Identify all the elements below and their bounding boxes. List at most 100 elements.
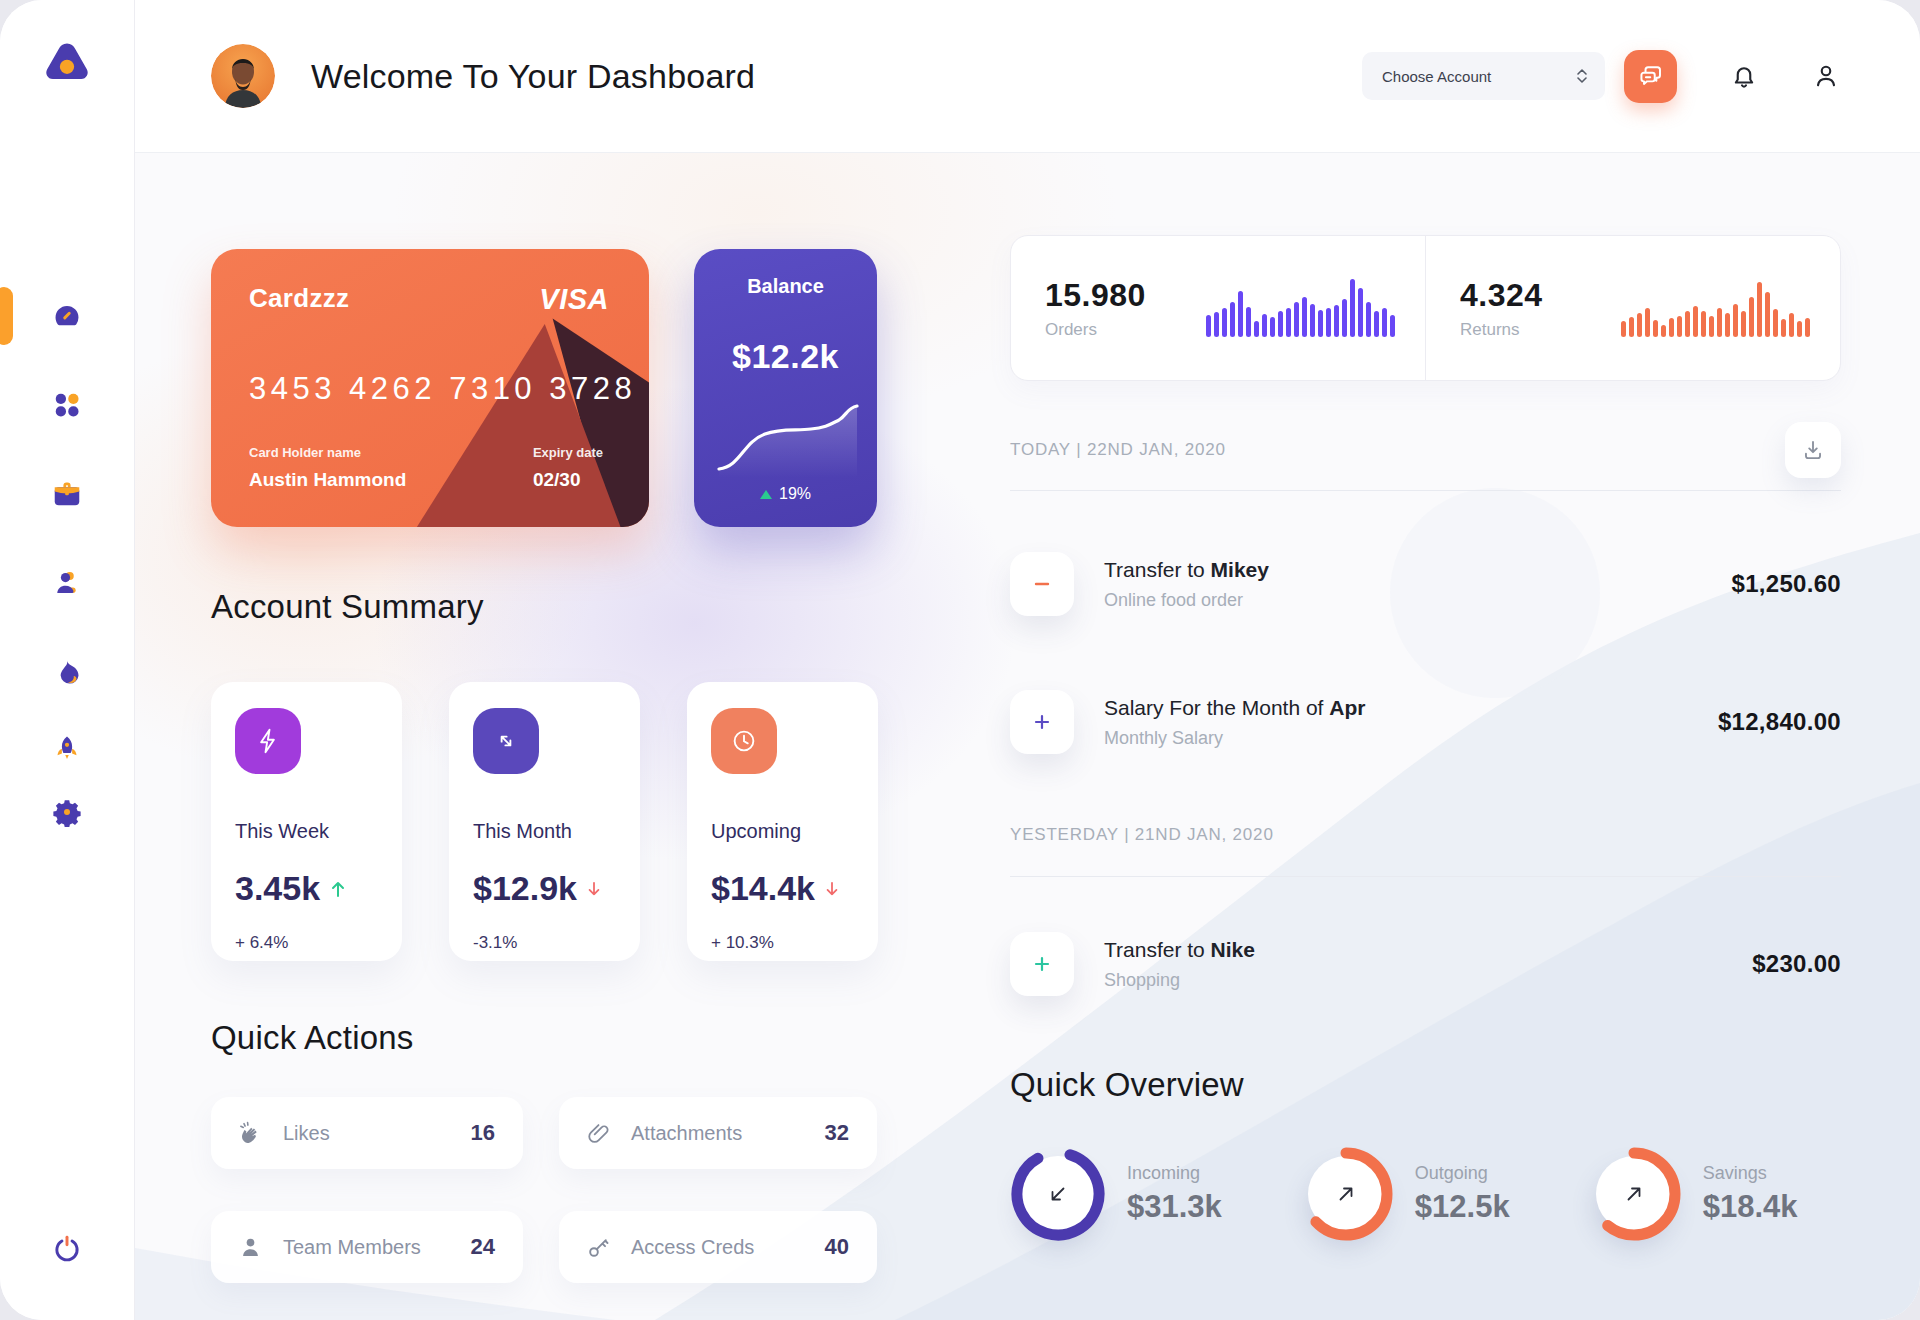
clap-icon <box>237 1120 264 1147</box>
transactions-header-today: TODAY | 22ND JAN, 2020 <box>1010 422 1841 478</box>
transaction-title: Salary For the Month of Apr <box>1104 696 1365 720</box>
card-expiry-label: Expiry date <box>533 445 603 460</box>
card-holder-name: Austin Hammond <box>249 469 406 491</box>
sidebar-item-apps[interactable] <box>50 388 84 422</box>
stat-label: This Week <box>235 820 378 843</box>
app-logo[interactable] <box>38 40 96 94</box>
quick-action-count: 32 <box>825 1120 849 1146</box>
transaction-sign-plus <box>1010 690 1074 754</box>
ring-label: Outgoing <box>1415 1163 1510 1184</box>
stat-card-this-week[interactable]: This Week 3.45k + 6.4% <box>211 682 402 961</box>
ring-label: Savings <box>1703 1163 1798 1184</box>
divider <box>1010 876 1841 877</box>
quick-action-team-members[interactable]: Team Members 24 <box>211 1211 523 1283</box>
returns-value: 4.324 <box>1460 277 1543 314</box>
stat-card-upcoming[interactable]: Upcoming $14.4k + 10.3% <box>687 682 878 961</box>
arrow-down-left-icon <box>1045 1181 1071 1207</box>
ring-incoming: Incoming $31.3k <box>1010 1146 1222 1242</box>
sidebar-nav <box>50 299 84 829</box>
ring-savings: Savings $18.4k <box>1586 1146 1798 1242</box>
balance-delta: 19% <box>760 485 811 503</box>
active-nav-indicator <box>0 287 13 345</box>
quick-action-label: Attachments <box>631 1122 742 1145</box>
stat-card-this-month[interactable]: This Month $12.9k -3.1% <box>449 682 640 961</box>
transaction-amount: $1,250.60 <box>1732 570 1841 598</box>
app-window: Welcome To Your Dashboard Choose Account <box>0 0 1920 1320</box>
account-summary-title: Account Summary <box>211 588 879 626</box>
stat-value: $14.4k <box>711 869 854 908</box>
right-column: 15.980 Orders 4.324 Returns TOD <box>1010 153 1841 1320</box>
card-holder-label: Card Holder name <box>249 445 406 460</box>
transaction-title: Transfer to Mikey <box>1104 558 1269 582</box>
returns-stat: 4.324 Returns <box>1426 236 1840 380</box>
date-label: TODAY | 22ND JAN, 2020 <box>1010 440 1226 460</box>
header-actions: Choose Account <box>1362 50 1841 103</box>
account-select[interactable]: Choose Account <box>1362 52 1605 100</box>
sidebar-item-settings[interactable] <box>50 795 84 829</box>
transaction-row-mikey[interactable]: Transfer to Mikey Online food order $1,2… <box>1010 552 1841 616</box>
ring-value: $12.5k <box>1415 1189 1510 1225</box>
sidebar-item-dashboard[interactable] <box>50 299 84 333</box>
credit-card[interactable]: Cardzzz VISA 3453 4262 7310 3728 Card Ho… <box>211 249 649 527</box>
transaction-amount: $230.00 <box>1752 950 1841 978</box>
user-icon <box>1811 61 1841 91</box>
notifications-button[interactable] <box>1729 61 1759 91</box>
quick-actions-title: Quick Actions <box>211 1019 879 1057</box>
arrow-up-right-icon <box>1621 1181 1647 1207</box>
bell-icon <box>1729 61 1759 91</box>
stat-value: $12.9k <box>473 869 616 908</box>
paperclip-icon <box>585 1120 612 1147</box>
stat-label: Upcoming <box>711 820 854 843</box>
transaction-title: Transfer to Nike <box>1104 938 1255 962</box>
logout-button[interactable] <box>51 1234 83 1270</box>
quick-action-label: Team Members <box>283 1236 421 1259</box>
download-button[interactable] <box>1785 422 1841 478</box>
sidebar-item-trending[interactable] <box>50 655 84 689</box>
transaction-row-nike[interactable]: Transfer to Nike Shopping $230.00 <box>1010 932 1841 996</box>
stat-value: 3.45k <box>235 869 378 908</box>
messages-button[interactable] <box>1624 50 1677 103</box>
ring-value: $18.4k <box>1703 1189 1798 1225</box>
speedometer-icon <box>51 300 83 332</box>
header: Welcome To Your Dashboard Choose Account <box>135 0 1920 153</box>
main-area: Welcome To Your Dashboard Choose Account <box>135 0 1920 1320</box>
orders-stat: 15.980 Orders <box>1011 236 1426 380</box>
download-icon <box>1800 437 1826 463</box>
sidebar-item-team[interactable] <box>50 566 84 600</box>
quick-action-label: Likes <box>283 1122 330 1145</box>
sidebar-item-launch[interactable] <box>50 731 84 765</box>
clock-icon <box>711 708 777 774</box>
transaction-sign-plus <box>1010 932 1074 996</box>
rocket-icon <box>52 733 82 763</box>
transaction-subtitle: Online food order <box>1104 590 1269 611</box>
quick-action-access-creds[interactable]: Access Creds 40 <box>559 1211 877 1283</box>
user-avatar[interactable] <box>211 44 275 108</box>
balance-card[interactable]: Balance $12.2k 19% <box>694 249 877 527</box>
quick-overview-rings: Incoming $31.3k <box>1010 1146 1841 1242</box>
member-icon <box>237 1234 264 1261</box>
briefcase-icon <box>51 478 83 510</box>
quick-action-count: 24 <box>471 1234 495 1260</box>
transactions-header-yesterday: YESTERDAY | 21ND JAN, 2020 <box>1010 825 1841 845</box>
visa-logo: VISA <box>539 283 609 316</box>
orders-bar-chart <box>1206 279 1395 337</box>
quick-action-likes[interactable]: Likes 16 <box>211 1097 523 1169</box>
content: Cardzzz VISA 3453 4262 7310 3728 Card Ho… <box>135 153 1920 1320</box>
quick-action-attachments[interactable]: Attachments 32 <box>559 1097 877 1169</box>
card-number: 3453 4262 7310 3728 <box>249 371 607 407</box>
orders-returns-card: 15.980 Orders 4.324 Returns <box>1010 235 1841 381</box>
transaction-row-salary[interactable]: Salary For the Month of Apr Monthly Sala… <box>1010 690 1841 754</box>
quick-actions-grid: Likes 16 Attachments 32 <box>211 1097 879 1283</box>
orders-label: Orders <box>1045 320 1146 340</box>
card-expiry-date: 02/30 <box>533 469 603 491</box>
profile-button[interactable] <box>1811 61 1841 91</box>
transaction-subtitle: Shopping <box>1104 970 1255 991</box>
stat-delta: + 10.3% <box>711 933 854 953</box>
transaction-subtitle: Monthly Salary <box>1104 728 1365 749</box>
stat-delta: -3.1% <box>473 933 616 953</box>
balance-delta-value: 19% <box>779 485 811 503</box>
returns-label: Returns <box>1460 320 1543 340</box>
ring-label: Incoming <box>1127 1163 1222 1184</box>
date-label: YESTERDAY | 21ND JAN, 2020 <box>1010 825 1274 845</box>
sidebar-item-work[interactable] <box>50 477 84 511</box>
